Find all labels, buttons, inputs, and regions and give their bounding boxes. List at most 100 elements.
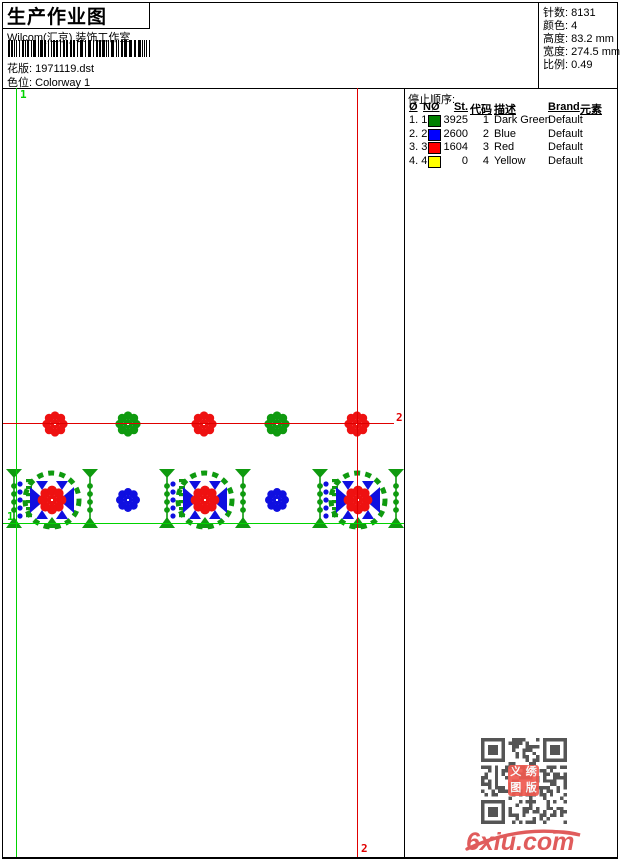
column-ornament	[6, 469, 22, 521]
motif-triangle	[362, 481, 374, 490]
seal-character: 图	[510, 781, 522, 794]
barcode-bar	[14, 40, 15, 57]
barcode-bar	[53, 40, 55, 57]
qr-seal: 义绣图版	[508, 765, 539, 796]
barcode-bar	[60, 40, 61, 57]
dash-column	[26, 500, 32, 504]
barcode-bar	[31, 40, 32, 57]
flower-motif	[343, 485, 373, 515]
column-ornament	[312, 469, 328, 521]
stat-label: 宽度:	[543, 46, 572, 58]
color-code: 1	[482, 114, 489, 126]
barcode-bar	[124, 40, 127, 57]
column-header: 描述	[494, 104, 516, 116]
pattern-value: 1971119.dst	[35, 63, 95, 75]
dot-column	[17, 505, 23, 511]
dash-column	[179, 507, 185, 511]
header-divider	[3, 88, 617, 89]
stop-sequence-title: 停止顺序:	[408, 94, 456, 106]
stat-line: 针数: 8131	[539, 7, 616, 20]
dot-column	[17, 513, 23, 519]
column-header: 代码	[470, 104, 492, 116]
barcode-bar	[106, 40, 107, 57]
dot-column	[323, 513, 329, 519]
motif-ring	[175, 470, 235, 530]
dash-column	[179, 493, 185, 497]
dash-column	[332, 500, 338, 504]
barcode-bar	[66, 40, 68, 57]
dash-column	[179, 500, 185, 504]
pattern-row: 花版: 1971119.dst	[7, 60, 94, 76]
dash-column	[179, 486, 185, 490]
dot-column	[170, 489, 176, 495]
barcode-bar	[102, 40, 105, 57]
motif-ring	[22, 470, 82, 530]
baseline-triangle	[388, 517, 404, 528]
stop-number: 3. 3	[409, 141, 428, 154]
column-ornament	[388, 469, 404, 521]
barcode-bar	[77, 40, 78, 57]
barcode-bar	[129, 40, 132, 57]
barcode-bar	[111, 40, 114, 57]
page-title: 生产作业图	[7, 7, 108, 28]
guide-label-1-left: 1	[7, 510, 14, 523]
column-header: NØ	[423, 101, 440, 113]
barcode-bar	[56, 40, 58, 57]
color-description: Dark Green	[494, 114, 551, 126]
motif-triangle	[342, 481, 354, 490]
barcode	[8, 40, 154, 57]
column-ornament	[82, 469, 98, 521]
motif-triangle	[59, 487, 74, 513]
dot-column	[323, 505, 329, 511]
barcode-bar	[70, 40, 72, 57]
barcode-bar	[108, 40, 109, 57]
motif-triangle	[36, 510, 48, 519]
stat-value: 4	[571, 20, 578, 32]
baseline-triangle	[312, 517, 328, 528]
motif-triangle	[336, 487, 351, 513]
seal-character: 绣	[525, 766, 537, 779]
dot-column	[170, 497, 176, 503]
baseline-triangle	[6, 517, 22, 528]
panel-divider	[404, 88, 405, 857]
barcode-bar	[22, 40, 24, 57]
barcode-bar	[33, 40, 36, 57]
seal-character: 义	[510, 766, 522, 779]
color-swatch	[428, 128, 441, 141]
color-swatch	[428, 155, 441, 168]
seal-character: 版	[525, 781, 537, 794]
barcode-bar	[27, 40, 29, 57]
guide-label-2-right: 2	[396, 411, 403, 424]
dot-column	[17, 497, 23, 503]
barcode-bar	[8, 40, 10, 57]
barcode-bar	[48, 40, 49, 57]
motif-triangle	[209, 510, 221, 519]
color-swatch	[428, 115, 441, 127]
guide-label-2-bottom: 2	[361, 842, 368, 855]
color-code: 4	[482, 154, 489, 167]
dash-column	[26, 507, 32, 511]
stat-label: 比例:	[543, 59, 572, 71]
motif-triangle	[342, 510, 354, 519]
flower-motif	[190, 485, 220, 515]
barcode-bar	[19, 40, 20, 57]
color-code: 2	[482, 127, 489, 140]
stat-line: 比例: 0.49	[539, 59, 616, 72]
stat-label: 高度:	[543, 33, 572, 45]
dot-column	[170, 505, 176, 511]
barcode-bar	[38, 40, 39, 57]
motif-triangle	[30, 487, 45, 513]
colorway-row: 色位: Colorway 1	[7, 74, 90, 90]
barcode-bar	[11, 40, 13, 57]
barcode-bar	[96, 40, 98, 57]
site-text: 6xiu.com	[466, 828, 575, 856]
swoosh-icon	[465, 829, 581, 851]
thread-brand: Default	[548, 127, 583, 140]
color-description: Blue	[494, 127, 517, 140]
color-description: Red	[494, 141, 515, 154]
table-row: 2. 2 2600 2 Blue Default	[404, 128, 617, 141]
dash-column	[332, 486, 338, 490]
flower-motif	[37, 485, 67, 515]
flower-motif	[42, 411, 68, 437]
